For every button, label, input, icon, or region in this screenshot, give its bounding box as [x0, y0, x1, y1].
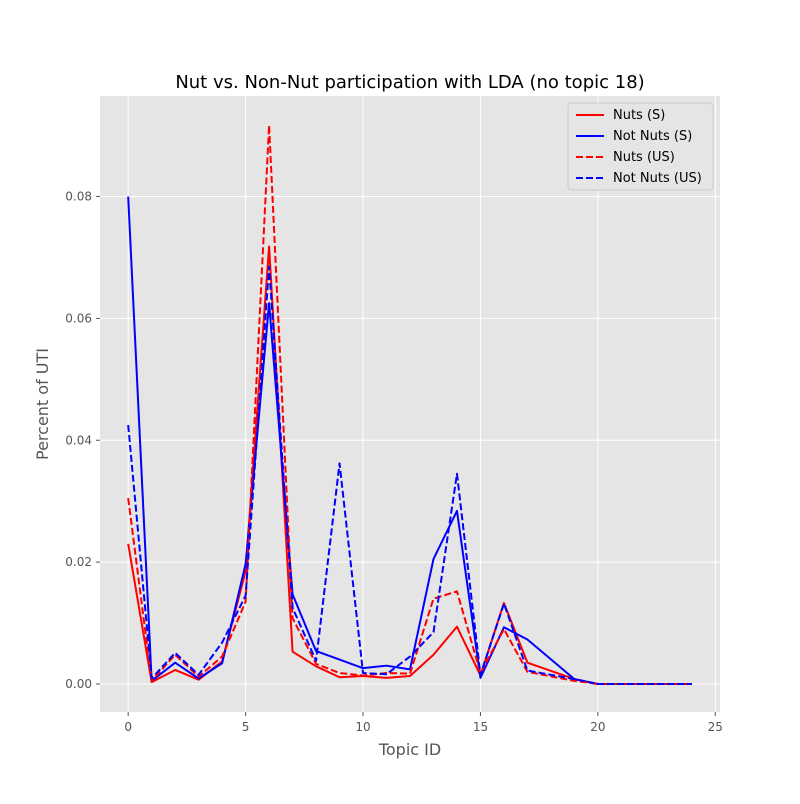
legend-label: Not Nuts (S) — [613, 129, 692, 144]
x-tick-label: 20 — [590, 720, 605, 734]
legend-box — [567, 102, 714, 191]
x-tick-label: 25 — [708, 720, 723, 734]
series-lines — [127, 124, 692, 685]
y-tick-label: 0.04 — [65, 433, 92, 447]
x-tick-label: 15 — [473, 720, 488, 734]
x-tick-label: 5 — [242, 720, 250, 734]
y-tick-label: 0.00 — [65, 677, 92, 691]
y-tick-label: 0.08 — [65, 190, 92, 204]
axis-ticks: 0 5 10 15 20 25 0.00 0.02 0.04 0.06 0.08 — [65, 190, 723, 734]
legend-label: Nuts (S) — [613, 108, 665, 123]
legend: Nuts (S) Not Nuts (S) Nuts (US) Not Nuts (U… — [567, 102, 714, 191]
legend-label: Nuts (US) — [613, 150, 675, 165]
x-tick-label: 0 — [124, 720, 132, 734]
y-tick-label: 0.02 — [65, 555, 92, 569]
legend-label: Not Nuts (US) — [613, 171, 702, 186]
y-tick-label: 0.06 — [65, 311, 92, 325]
chart-title: Nut vs. Non-Nut participation with LDA (… — [175, 72, 644, 93]
x-tick-label: 10 — [355, 720, 370, 734]
y-axis-label: Percent of UTI — [33, 348, 52, 460]
plot-area — [100, 96, 720, 712]
series-line-not-nuts-us — [127, 265, 692, 685]
x-axis-label: Topic ID — [378, 740, 441, 759]
